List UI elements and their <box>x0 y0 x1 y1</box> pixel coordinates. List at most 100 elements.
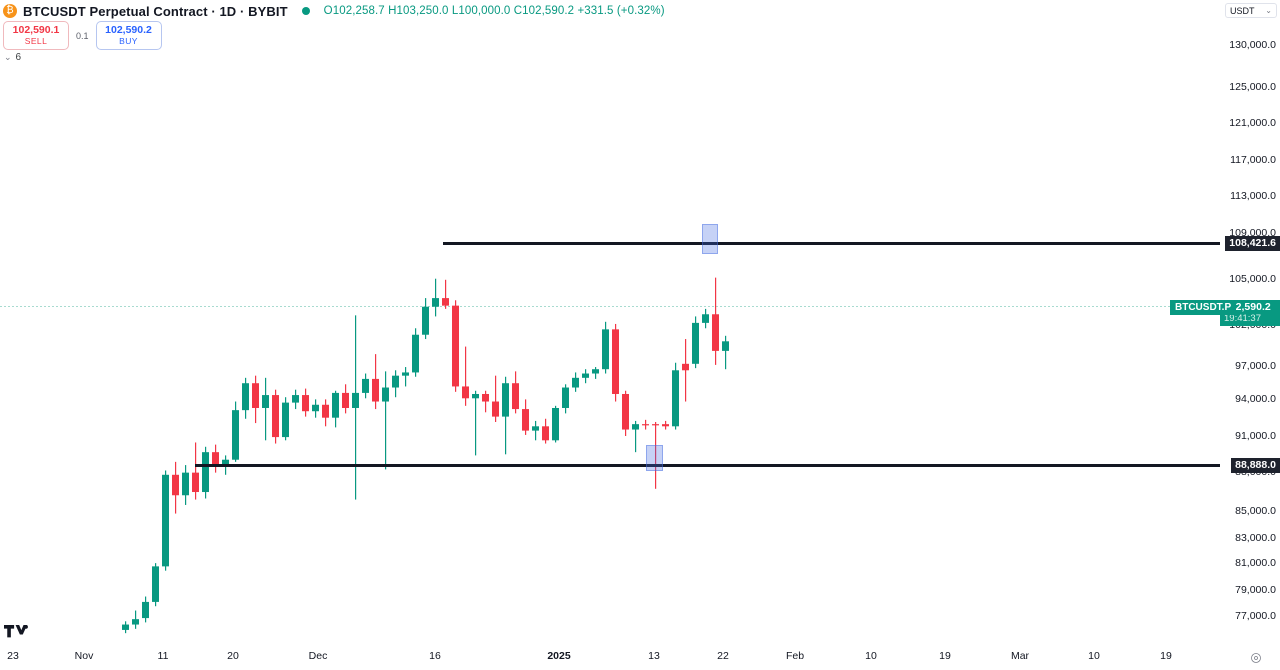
time-tick: 2025 <box>547 650 571 662</box>
timescale-settings-icon[interactable] <box>1250 652 1262 664</box>
sell-price: 102,590.1 <box>12 24 60 36</box>
candle <box>712 277 719 365</box>
candle <box>122 621 129 634</box>
trade-widget: 102,590.1 SELL 0.1 102,590.2 BUY <box>3 21 162 50</box>
candle <box>602 321 609 374</box>
candle <box>672 362 679 430</box>
high-value: 103,250.0 <box>396 5 449 17</box>
open-value: 102,258.7 <box>332 5 385 17</box>
candle <box>702 308 709 329</box>
time-tick: Dec <box>308 650 328 662</box>
currency-label: USDT <box>1230 5 1255 16</box>
price-tick: 77,000.0 <box>1235 610 1276 622</box>
price-tick: 121,000.0 <box>1229 117 1276 129</box>
chart-header: BTCUSDT Perpetual Contract · 1D · BYBIT … <box>0 0 1220 22</box>
low-value: 100,000.0 <box>458 5 511 17</box>
candle <box>172 461 179 514</box>
candle <box>182 465 189 505</box>
candle <box>132 610 139 629</box>
candle <box>632 420 639 453</box>
candle <box>522 399 529 435</box>
lower-highlight-box[interactable] <box>646 445 663 471</box>
candle <box>652 421 659 489</box>
candle <box>492 375 499 422</box>
order-quantity[interactable]: 0.1 <box>76 30 89 41</box>
time-tick: 11 <box>157 650 169 662</box>
candle <box>292 389 299 410</box>
price-scale[interactable]: USDT ⌄ 130,000.0 125,000.0 121,000.0 117,00… <box>1220 0 1280 646</box>
support-line[interactable] <box>195 464 1220 467</box>
buy-price: 102,590.2 <box>105 24 152 36</box>
candle <box>242 377 249 419</box>
time-tick: Feb <box>785 650 805 662</box>
chart-pane[interactable] <box>0 0 1220 646</box>
price-tick: 113,000.0 <box>1230 190 1276 202</box>
candle <box>272 389 279 444</box>
candle <box>322 399 329 427</box>
candle <box>642 419 649 430</box>
candle <box>312 399 319 418</box>
open-label: O <box>323 5 333 17</box>
bitcoin-icon <box>3 3 17 18</box>
close-value: 102,590.2 <box>522 5 575 17</box>
close-label: C <box>513 5 523 17</box>
legs-count: 6 <box>15 52 22 63</box>
candle <box>412 328 419 377</box>
candle <box>572 372 579 392</box>
candle <box>472 390 479 456</box>
candlestick-series <box>122 277 729 634</box>
candle <box>442 279 449 309</box>
upper-highlight-box[interactable] <box>702 224 718 254</box>
time-tick: 16 <box>429 650 441 662</box>
candle <box>402 367 409 387</box>
time-tick: 19 <box>939 650 951 662</box>
time-scale[interactable]: 23 Nov 11 20 Dec 16 2025 13 22 Feb 10 19 Mar 10 19 <box>0 646 1280 670</box>
candle <box>542 418 549 444</box>
tradingview-logo-icon[interactable] <box>4 624 30 642</box>
candle <box>252 375 259 424</box>
buy-button[interactable]: 102,590.2 BUY <box>95 21 162 50</box>
support-price-badge[interactable]: 88,888.0 <box>1231 458 1280 473</box>
resistance-price-badge[interactable]: 108,421.6 <box>1225 236 1280 251</box>
candle <box>592 367 599 379</box>
price-tick: 94,000.0 <box>1235 393 1276 405</box>
symbol-title[interactable]: BTCUSDT Perpetual Contract · 1D · BYBIT <box>23 3 288 19</box>
time-tick: 20 <box>227 650 239 662</box>
candle <box>372 354 379 410</box>
price-tick: 85,000.0 <box>1235 505 1276 517</box>
legs-row[interactable]: ⌄ 6 <box>4 52 21 63</box>
candle <box>392 370 399 398</box>
chevron-down-icon[interactable]: ⌄ <box>1265 6 1272 15</box>
candle <box>502 376 509 455</box>
currency-selector[interactable]: USDT ⌄ <box>1225 3 1277 18</box>
price-tick: 97,000.0 <box>1235 360 1276 372</box>
candle <box>262 377 269 441</box>
symbol-price-tag[interactable]: BTCUSDT.P <box>1170 300 1237 315</box>
time-tick: 22 <box>717 650 729 662</box>
price-tick: 83,000.0 <box>1235 532 1276 544</box>
sell-button[interactable]: 102,590.1 SELL <box>3 21 69 50</box>
candle <box>432 278 439 317</box>
candle <box>552 405 559 443</box>
ohlc-values: O102,258.7 H103,250.0 L100,000.0 C102,59… <box>324 5 665 17</box>
low-label: L <box>451 5 459 17</box>
candle <box>362 373 369 399</box>
candle <box>512 371 519 414</box>
bar-countdown: 19:41:37 <box>1224 313 1261 324</box>
candle <box>682 339 689 402</box>
candle <box>212 444 219 473</box>
candle <box>452 300 459 392</box>
candle <box>142 596 149 623</box>
price-tick: 91,000.0 <box>1235 430 1276 442</box>
price-tick: 81,000.0 <box>1235 557 1276 569</box>
candle <box>422 298 429 340</box>
candle <box>482 390 489 413</box>
time-tick: 10 <box>1088 650 1100 662</box>
price-tick: 79,000.0 <box>1235 584 1276 596</box>
candle <box>722 335 729 370</box>
chevron-down-icon[interactable]: ⌄ <box>4 52 12 62</box>
candle <box>232 401 239 462</box>
resistance-line[interactable] <box>443 242 1220 245</box>
candle <box>532 420 539 441</box>
